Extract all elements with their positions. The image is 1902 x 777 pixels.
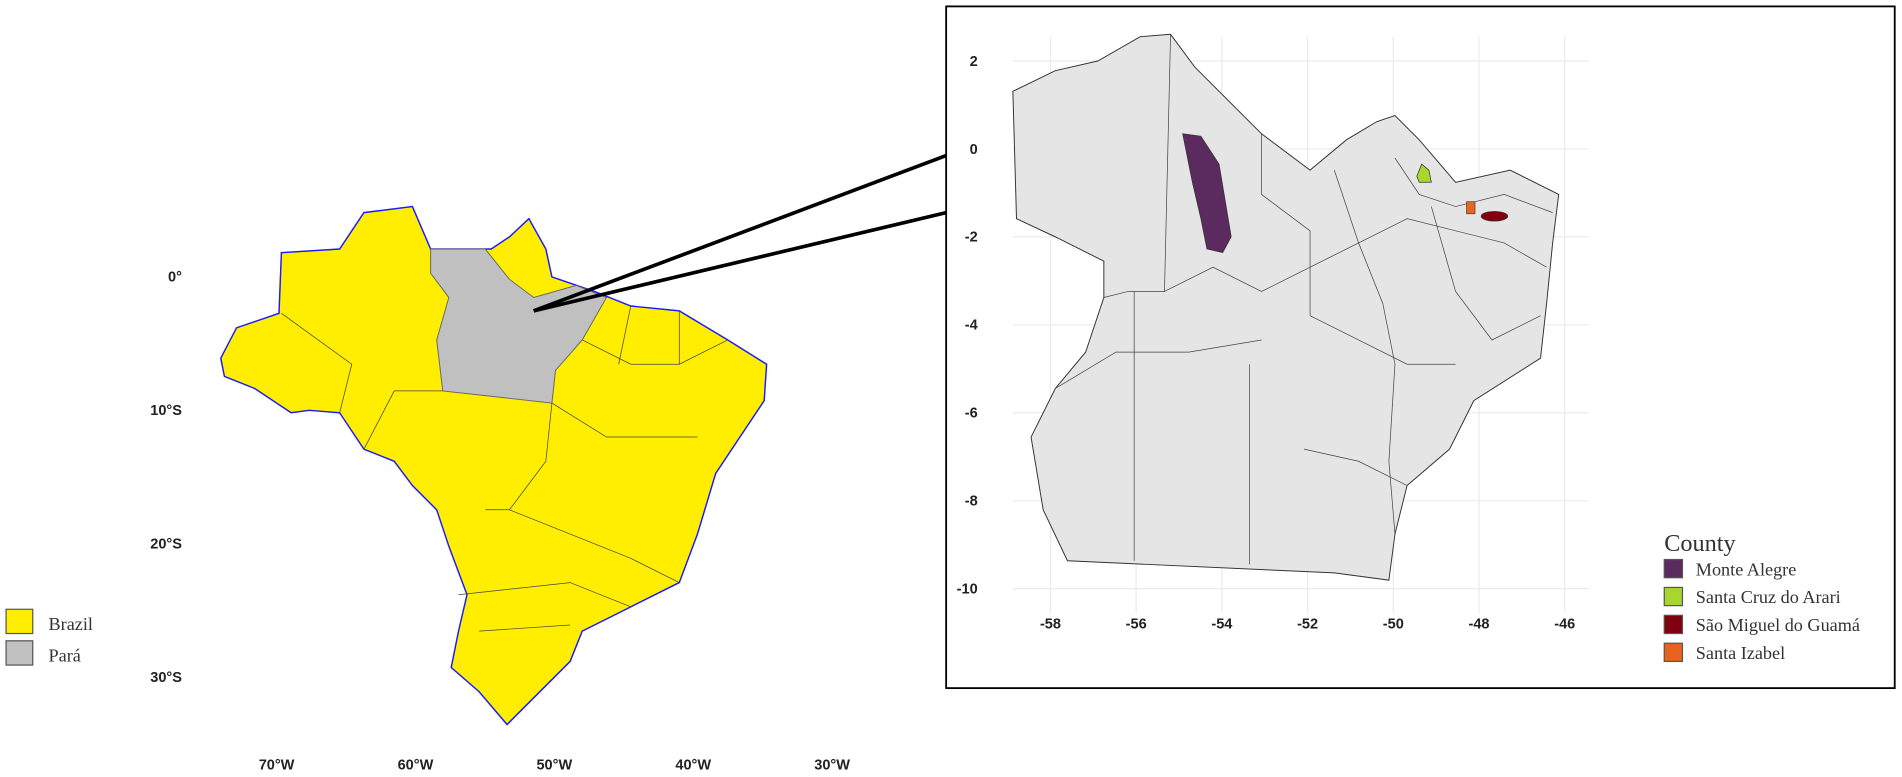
lat-label: 0° (168, 270, 182, 286)
state-borders (281, 305, 728, 632)
legend-swatch (1663, 614, 1684, 635)
y-tick-label: -4 (965, 318, 979, 334)
legend-swatch (1663, 642, 1684, 663)
y-tick-label: -10 (957, 581, 978, 597)
municipal-borders (1055, 34, 1553, 565)
sao-miguel-do-guama (1480, 211, 1509, 222)
legend-label: Pará (49, 645, 81, 665)
y-tick-label: 2 (970, 54, 978, 70)
monte-alegre (1182, 133, 1232, 254)
lat-label: 10°S (150, 403, 182, 419)
lon-label: 70°W (259, 757, 295, 773)
legend-label: Santa Cruz do Arari (1696, 587, 1841, 607)
x-tick-label: -52 (1297, 617, 1318, 633)
lat-label: 20°S (150, 537, 182, 553)
legend-title: County (1664, 530, 1736, 557)
lon-label: 50°W (536, 757, 572, 773)
zoom-line (533, 210, 947, 313)
legend-label: Santa Izabel (1696, 643, 1785, 663)
y-tick-label: -2 (965, 230, 978, 246)
legend-label: São Miguel do Guamá (1696, 615, 1860, 635)
x-tick-label: -46 (1554, 617, 1575, 633)
legend-label: Monte Alegre (1696, 559, 1797, 579)
x-tick-label: -48 (1469, 617, 1490, 633)
lon-label: 60°W (398, 757, 434, 773)
y-tick-label: 0 (970, 142, 978, 158)
santa-izabel (1466, 201, 1476, 215)
x-tick-label: -56 (1126, 617, 1147, 633)
y-tick-label: -6 (965, 406, 978, 422)
legend-swatch (5, 640, 34, 666)
zoom-line (533, 153, 947, 313)
legend-label: Brazil (49, 614, 93, 634)
lon-label: 40°W (675, 757, 711, 773)
x-tick-label: -58 (1040, 617, 1061, 633)
legend-swatch (5, 608, 34, 635)
lat-label: 30°S (150, 670, 182, 686)
para-state (430, 248, 608, 404)
legend-swatch (1663, 558, 1684, 579)
legend-swatch (1663, 586, 1684, 607)
x-tick-label: -50 (1383, 617, 1404, 633)
x-tick-label: -54 (1211, 617, 1233, 633)
santa-cruz-do-arari (1416, 163, 1432, 183)
lon-label: 30°W (814, 757, 850, 773)
y-tick-label: -8 (965, 494, 978, 510)
